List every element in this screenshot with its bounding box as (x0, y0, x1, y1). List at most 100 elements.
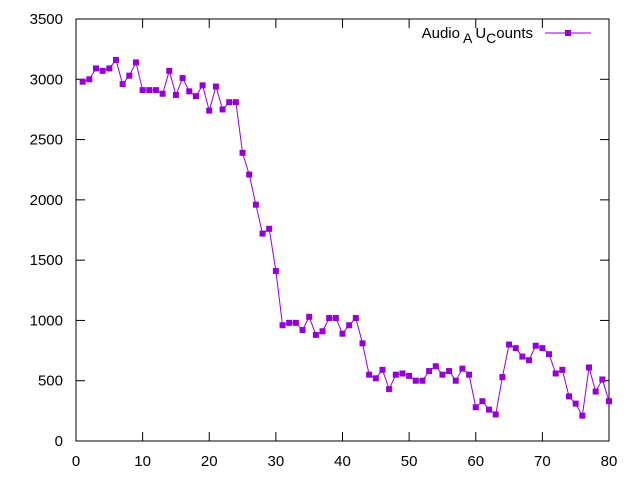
data-point (592, 388, 599, 395)
y-axis-ticks: 0 500 1000 1500 2000 2500 3000 3500 (30, 11, 609, 450)
data-point (386, 386, 393, 393)
x-axis-ticks: 0 10 20 30 40 50 60 70 80 (72, 19, 618, 470)
y-tick-label: 1000 (30, 312, 63, 329)
data-point (446, 368, 453, 375)
y-tick-label: 500 (38, 373, 63, 390)
data-point (506, 341, 513, 348)
data-point (519, 353, 526, 360)
data-point (512, 345, 519, 352)
data-point (286, 319, 293, 326)
y-tick-label: 3000 (30, 71, 63, 88)
data-point (199, 82, 206, 89)
data-point (346, 322, 353, 329)
data-point (226, 99, 233, 106)
legend-sub-c: C (486, 30, 496, 46)
data-point (192, 93, 199, 100)
data-point (219, 106, 226, 113)
data-point (559, 366, 566, 373)
data-point (186, 88, 193, 95)
y-tick-label: 0 (55, 433, 63, 450)
x-tick-label: 70 (534, 453, 551, 470)
data-point (306, 313, 313, 320)
data-point (399, 370, 406, 377)
data-point (539, 345, 546, 352)
legend-part-3: ounts (496, 25, 533, 42)
data-point (92, 65, 99, 72)
data-point (179, 75, 186, 82)
x-tick-label: 50 (401, 453, 418, 470)
data-point (419, 377, 426, 384)
data-point (172, 91, 179, 98)
data-point (292, 319, 299, 326)
y-tick-label: 2000 (30, 192, 63, 209)
data-point (246, 171, 253, 178)
data-point (392, 371, 399, 378)
data-point (106, 65, 113, 72)
legend-marker-sample (565, 30, 571, 36)
data-point (319, 328, 326, 335)
data-point (252, 201, 259, 208)
data-point (146, 87, 153, 94)
data-point (566, 393, 573, 400)
data-point (466, 371, 473, 378)
data-point (479, 398, 486, 405)
data-point (439, 371, 446, 378)
series-layer (79, 56, 612, 419)
data-point (426, 368, 433, 375)
data-point (99, 67, 106, 74)
data-point (599, 376, 606, 383)
data-point (86, 76, 93, 83)
data-point (112, 56, 119, 63)
data-point (486, 406, 493, 413)
data-point (532, 342, 539, 349)
legend-part-2: U (475, 25, 486, 42)
data-point (332, 315, 339, 322)
x-tick-label: 20 (201, 453, 218, 470)
data-point (339, 330, 346, 337)
data-point (232, 99, 239, 106)
legend-sub-a: A (463, 30, 473, 46)
data-point (326, 315, 333, 322)
data-point (432, 363, 439, 370)
data-point (606, 398, 612, 405)
data-point (206, 107, 213, 114)
legend-label: Audio A UCounts (422, 25, 533, 46)
data-point (212, 83, 219, 90)
x-tick-label: 60 (467, 453, 484, 470)
x-tick-label: 10 (134, 453, 151, 470)
x-tick-label: 30 (268, 453, 285, 470)
data-point (239, 149, 246, 156)
data-point (379, 366, 386, 373)
x-tick-label: 40 (334, 453, 351, 470)
data-point (359, 340, 366, 347)
data-point (372, 375, 379, 382)
data-point (279, 322, 286, 329)
legend-part-1: Audio (422, 25, 460, 42)
data-point (79, 78, 86, 85)
plot-frame (75, 18, 610, 442)
y-tick-label: 2500 (30, 132, 63, 149)
legend: Audio A UCounts (422, 25, 591, 46)
y-tick-label: 1500 (30, 252, 63, 269)
data-point (159, 90, 166, 97)
data-point (472, 404, 479, 411)
data-point (459, 365, 466, 372)
data-point (266, 225, 273, 232)
data-point (366, 371, 373, 378)
data-point (132, 59, 139, 66)
data-point (259, 230, 266, 237)
data-point (452, 377, 459, 384)
data-point (492, 411, 499, 418)
data-point (126, 72, 133, 79)
data-point (166, 67, 173, 74)
data-point (586, 364, 593, 371)
data-point (406, 372, 413, 379)
data-point (572, 400, 579, 407)
data-point (579, 412, 586, 419)
data-point (352, 315, 359, 322)
data-point (552, 370, 559, 377)
data-point (272, 267, 279, 274)
data-point (312, 331, 319, 338)
x-tick-label: 80 (601, 453, 618, 470)
